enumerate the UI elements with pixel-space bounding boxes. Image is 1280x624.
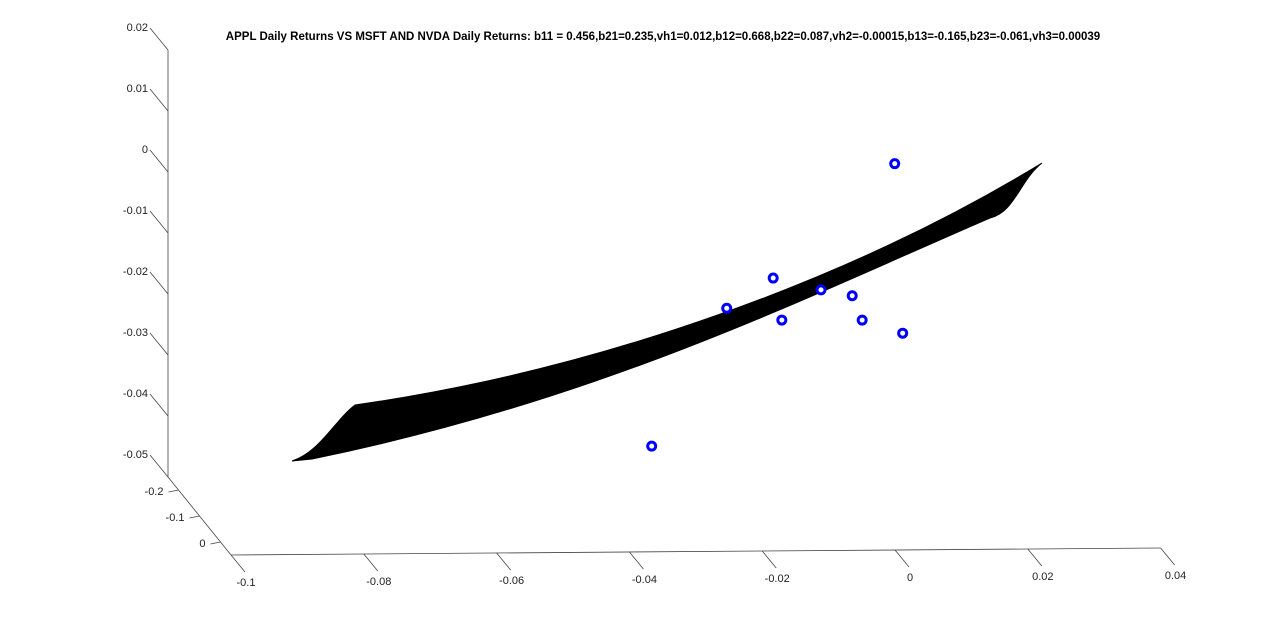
x-tick-label: 0.02: [1032, 571, 1053, 583]
data-point: [646, 440, 658, 452]
chart-title: APPL Daily Returns VS MSFT AND NVDA Dail…: [226, 31, 1100, 43]
x-tick-label: 0.04: [1165, 570, 1186, 582]
x-tick: [1160, 547, 1175, 566]
regression-surface: [291, 162, 1043, 462]
data-point: [815, 284, 827, 296]
x-tick-label: -0.06: [499, 575, 524, 587]
z-tick: [149, 27, 169, 51]
x-tick: [761, 550, 777, 569]
x-tick: [894, 549, 910, 568]
x-axis-line: [230, 547, 1161, 556]
z-tick-label: 0.02: [127, 22, 148, 34]
z-tick: [149, 393, 169, 417]
z-tick: [149, 149, 169, 173]
z-tick-label: 0.01: [127, 83, 148, 95]
y-tick-label: 0: [199, 538, 205, 550]
x-tick: [1027, 548, 1043, 567]
z-tick-label: -0.02: [123, 266, 148, 278]
x-tick: [496, 552, 511, 571]
x-tick: [230, 554, 246, 573]
z-tick-label: -0.03: [123, 327, 148, 339]
y-tick-label: -0.2: [145, 486, 164, 498]
data-point: [846, 290, 858, 302]
data-point: [897, 327, 909, 339]
z-tick: [149, 210, 169, 234]
z-tick-label: -0.01: [123, 205, 148, 217]
z-tick-label: -0.04: [123, 388, 148, 400]
x-tick-label: -0.02: [765, 573, 790, 585]
z-tick: [149, 332, 169, 356]
x-tick-label: -0.1: [237, 577, 256, 589]
z-tick: [149, 454, 169, 478]
data-point: [856, 314, 868, 326]
x-tick-label: -0.08: [366, 576, 391, 588]
data-point: [889, 158, 901, 170]
z-tick-label: -0.05: [123, 449, 148, 461]
data-point: [721, 302, 733, 314]
z-tick-label: 0: [142, 144, 148, 156]
y-tick-label: -0.1: [166, 512, 185, 524]
x-tick-label: 0: [907, 572, 913, 584]
x-tick-label: -0.04: [632, 574, 657, 586]
x-tick: [629, 551, 644, 570]
y-tick: [168, 489, 179, 493]
data-point: [767, 272, 779, 284]
z-tick: [149, 271, 169, 295]
z-tick: [149, 88, 169, 112]
y-tick: [189, 515, 200, 519]
y-tick: [210, 541, 221, 545]
x-tick: [363, 553, 379, 572]
data-point: [776, 314, 788, 326]
